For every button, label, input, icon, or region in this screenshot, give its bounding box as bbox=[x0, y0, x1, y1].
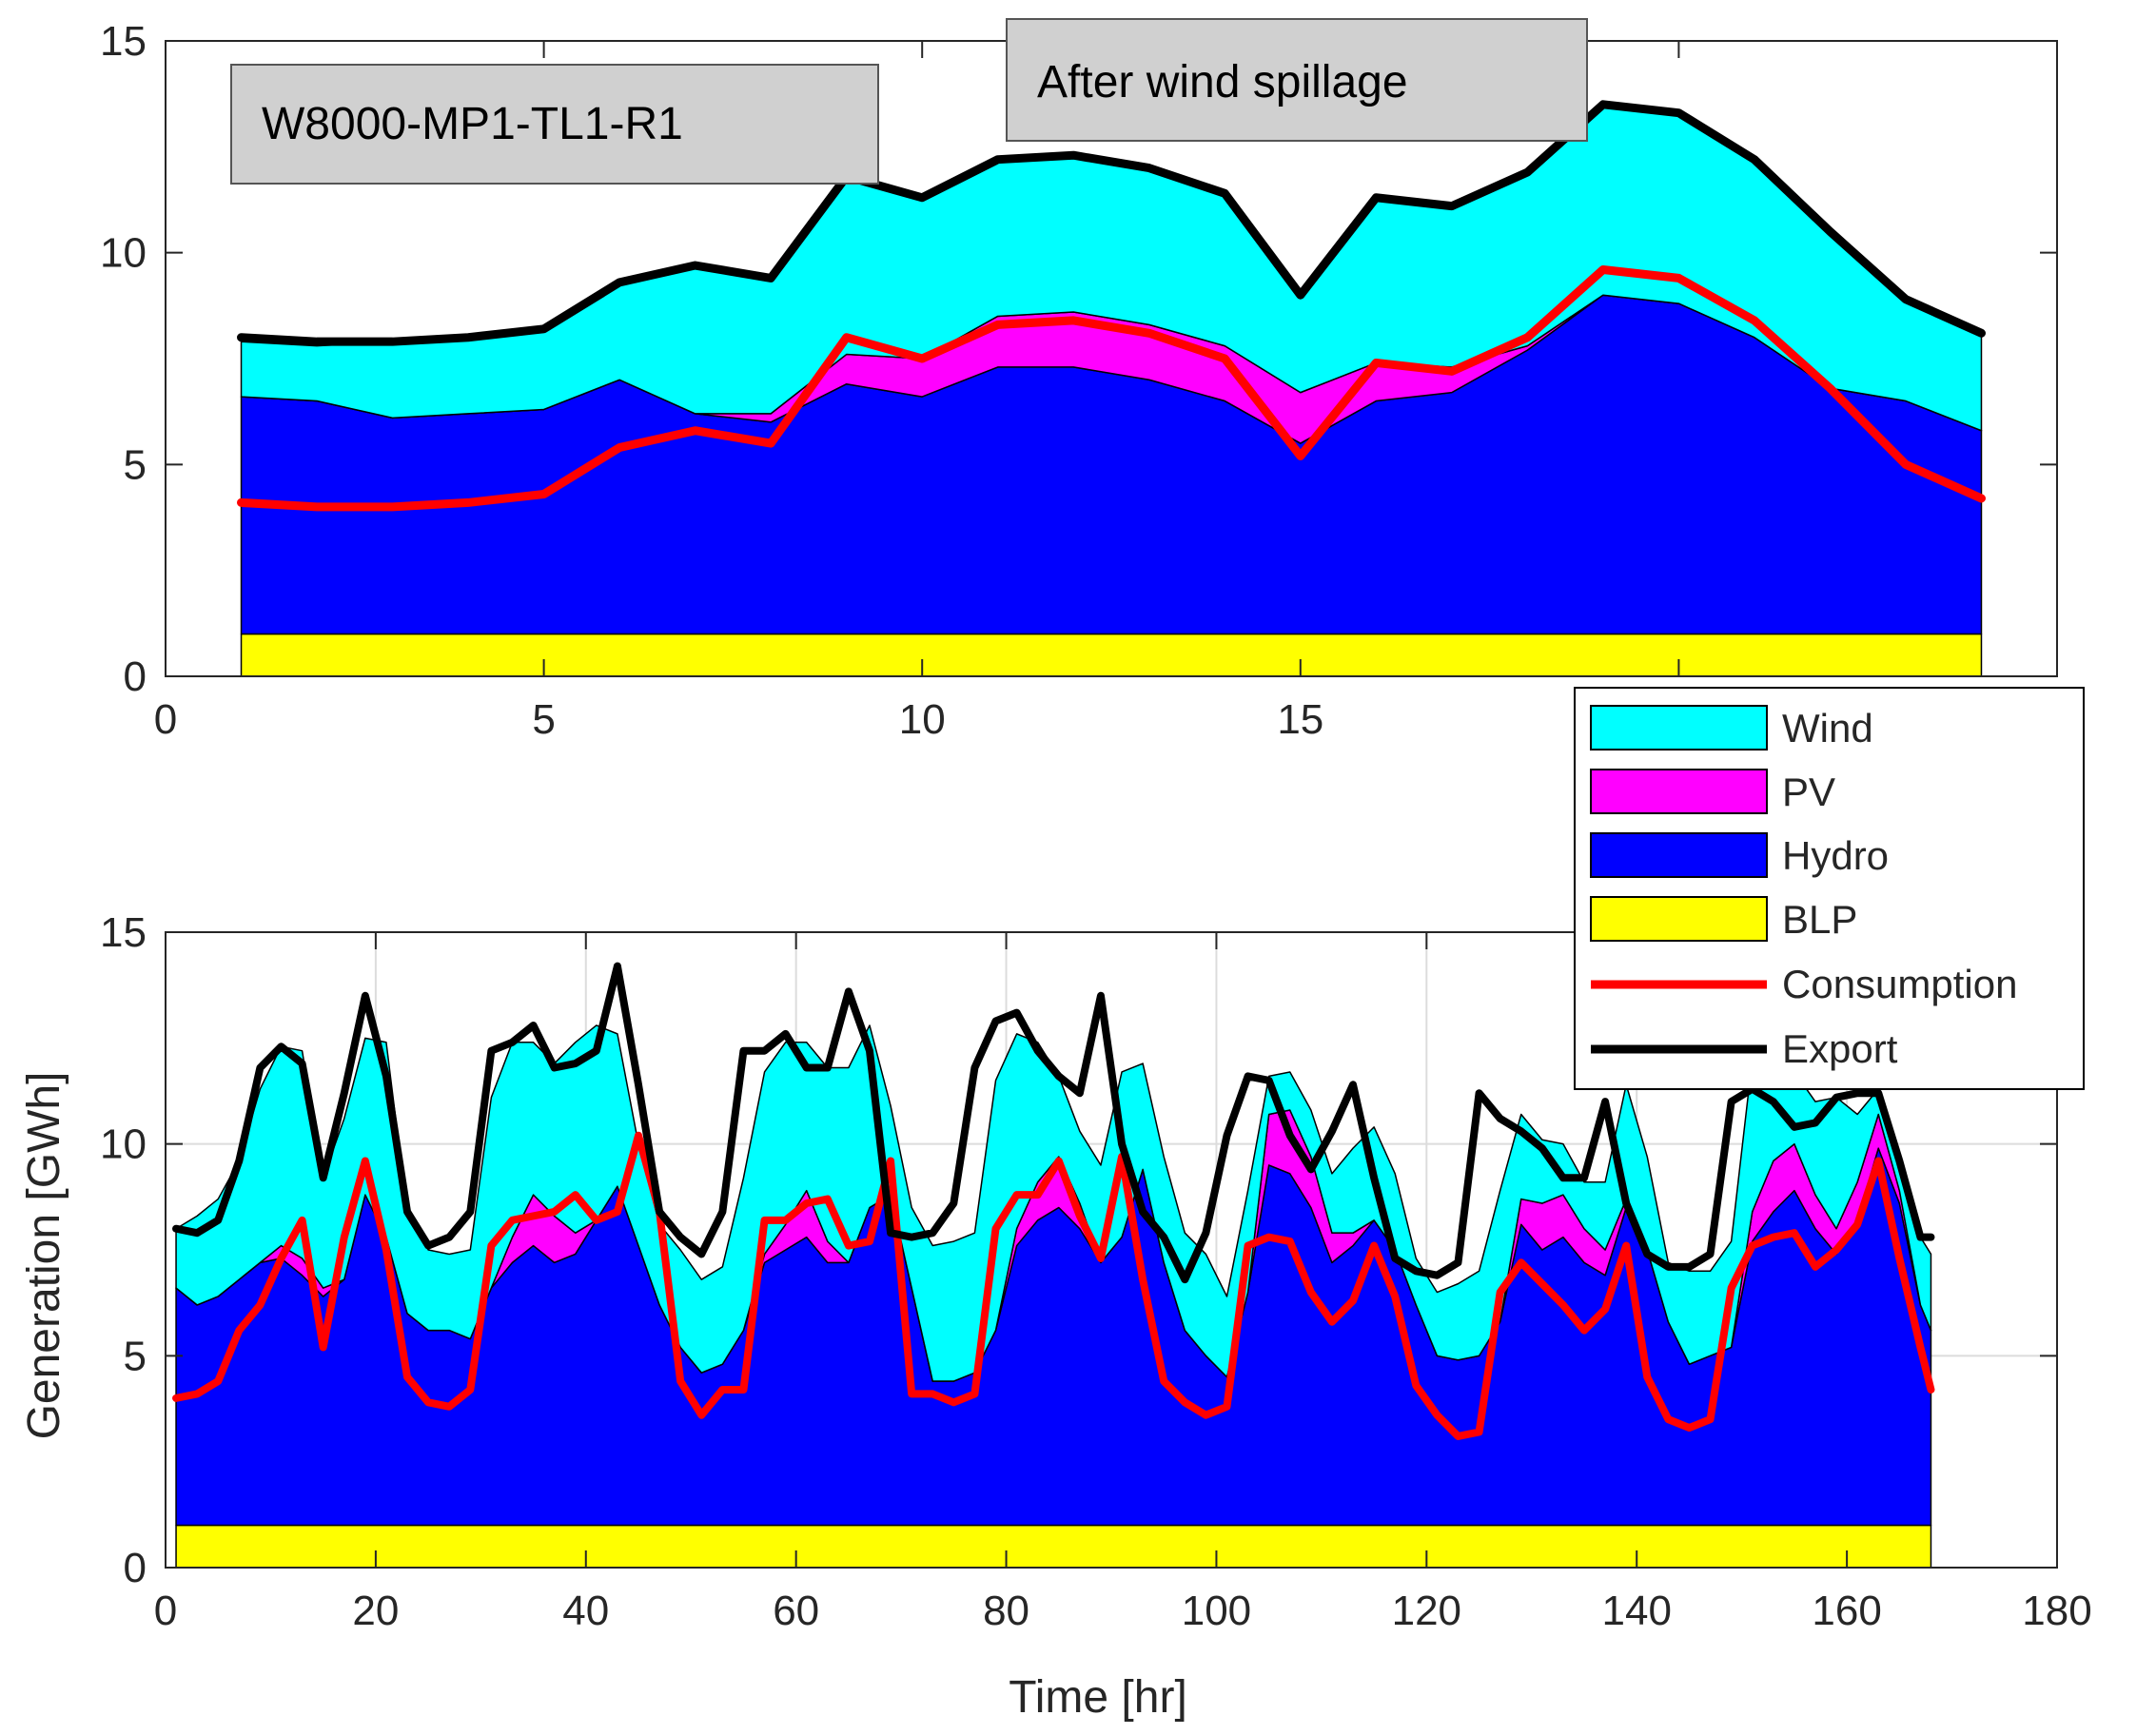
p0-y-tick-label-2: 10 bbox=[100, 230, 147, 277]
p1-x-tick-label-9: 180 bbox=[2022, 1588, 2091, 1634]
p0-x-tick-label-0: 0 bbox=[154, 696, 177, 743]
legend-swatch-blp bbox=[1590, 896, 1768, 942]
p0-x-tick-label-3: 15 bbox=[1277, 696, 1323, 743]
p0-line-export bbox=[237, 100, 1986, 346]
p1-x-tick-label-0: 0 bbox=[154, 1588, 177, 1634]
legend-label-hydro: Hydro bbox=[1782, 833, 1889, 878]
p0-y-tick-label-1: 5 bbox=[124, 441, 147, 488]
legend-swatch-hydro bbox=[1590, 832, 1768, 878]
p1-x-tick-label-7: 140 bbox=[1602, 1588, 1672, 1634]
x-axis-label: Time [hr] bbox=[1009, 1672, 1187, 1723]
legend: Wind PV Hydro BLP Consumption Export bbox=[1574, 687, 2085, 1090]
p1-y-tick-label-0: 0 bbox=[124, 1545, 147, 1591]
legend-swatch-wind bbox=[1590, 705, 1768, 751]
p0-y-tick-label-0: 0 bbox=[124, 653, 147, 700]
p1-x-tick-label-3: 60 bbox=[773, 1588, 819, 1634]
p1-x-tick-label-8: 160 bbox=[1812, 1588, 1881, 1634]
p0-x-tick-label-1: 5 bbox=[532, 696, 555, 743]
legend-swatch-pv bbox=[1590, 769, 1768, 814]
p1-y-tick-label-1: 5 bbox=[124, 1333, 147, 1379]
p0-line-consumption bbox=[237, 264, 1986, 512]
legend-item-consumption: Consumption bbox=[1591, 962, 2017, 1006]
p1-y-tick-label-2: 10 bbox=[100, 1121, 147, 1168]
p1-area-blp bbox=[175, 1524, 1932, 1569]
p1-line-export bbox=[172, 962, 1935, 1284]
p1-x-tick-label-2: 40 bbox=[562, 1588, 609, 1634]
legend-label-wind: Wind bbox=[1782, 706, 1873, 751]
p0-y-tick-label-3: 15 bbox=[100, 18, 147, 65]
p0-area-blp bbox=[240, 633, 1983, 677]
p1-x-tick-label-5: 100 bbox=[1182, 1588, 1251, 1634]
p1-line-consumption bbox=[172, 1131, 1935, 1440]
y-axis-label: Generation [GWh] bbox=[19, 1072, 69, 1440]
annotation-scenario-text: W8000-MP1-TL1-R1 bbox=[262, 99, 683, 149]
annotation-stage-text: After wind spillage bbox=[1037, 57, 1408, 107]
p1-x-tick-label-6: 120 bbox=[1392, 1588, 1461, 1634]
legend-item-hydro: Hydro bbox=[1590, 832, 1889, 878]
annotation-box-stage: After wind spillage bbox=[1006, 18, 1588, 142]
p1-axes-box bbox=[165, 931, 2058, 1569]
p1-x-tick-label-4: 80 bbox=[983, 1588, 1029, 1634]
annotation-box-scenario: W8000-MP1-TL1-R1 bbox=[230, 64, 879, 185]
legend-label-blp: BLP bbox=[1782, 897, 1857, 942]
legend-label-consumption: Consumption bbox=[1782, 962, 2017, 1006]
legend-label-export: Export bbox=[1782, 1026, 1898, 1071]
p0-x-tick-label-2: 10 bbox=[899, 696, 946, 743]
p1-y-tick-label-3: 15 bbox=[100, 909, 147, 956]
legend-item-blp: BLP bbox=[1590, 896, 1857, 942]
legend-label-pv: PV bbox=[1782, 770, 1835, 814]
legend-item-export: Export bbox=[1591, 1026, 1898, 1071]
legend-item-pv: PV bbox=[1590, 769, 1835, 814]
p1-x-tick-label-1: 20 bbox=[352, 1588, 399, 1634]
legend-item-wind: Wind bbox=[1590, 705, 1873, 751]
